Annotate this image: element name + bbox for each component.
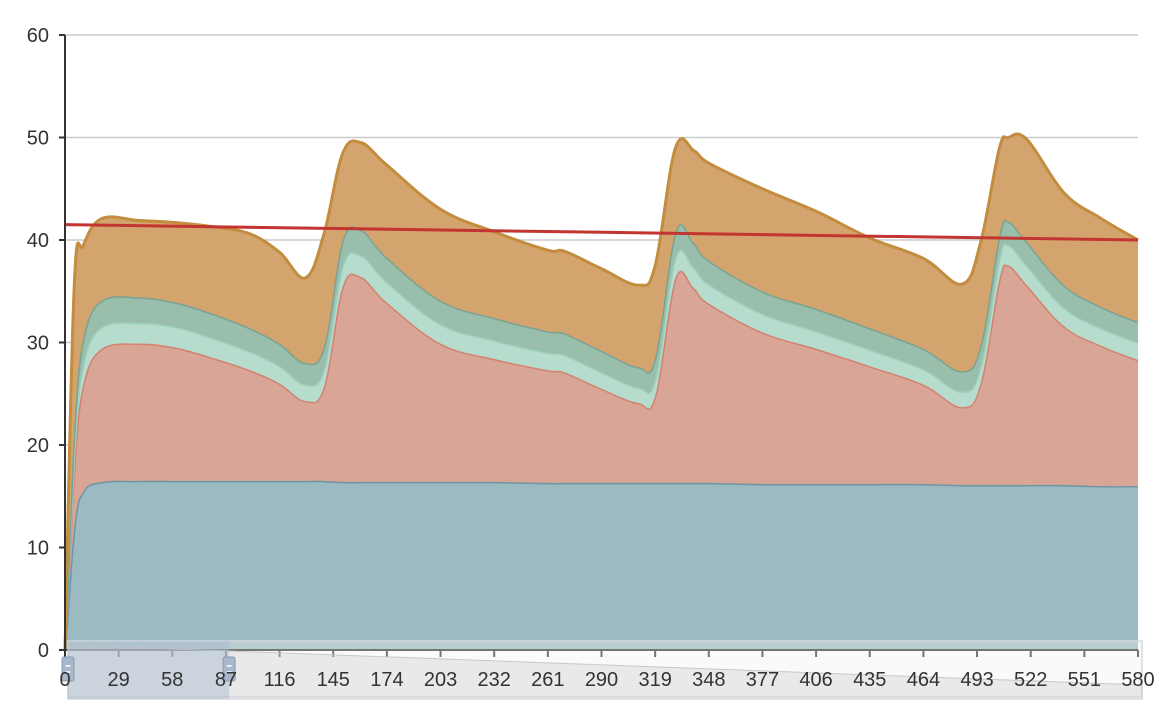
tick-labels: 0 10 20 30 40 50 60 0 29 58 87 116 145 174 203 232 261 29…	[27, 25, 1155, 691]
y-tick-label-3: 30	[27, 333, 49, 355]
x-tick-label-1: 29	[108, 669, 130, 691]
y-tick-label-6: 60	[27, 25, 49, 47]
x-tick-label-12: 348	[692, 669, 725, 691]
area-series-1	[65, 480, 1138, 650]
x-tick-label-10: 290	[585, 669, 618, 691]
x-tick-label-7: 203	[424, 669, 457, 691]
zoom-selected-window[interactable]	[68, 641, 230, 699]
axes	[59, 34, 1139, 657]
zoom-track[interactable]	[67, 640, 1143, 700]
x-tick-label-16: 464	[907, 669, 940, 691]
trend-line-1	[64, 223, 1139, 242]
x-tick-label-19: 551	[1068, 669, 1101, 691]
x-tick-label-2: 58	[161, 669, 183, 691]
x-tick-label-9: 261	[531, 669, 564, 691]
area-series-3	[65, 243, 1138, 650]
y-tick-label-5: 50	[27, 128, 49, 150]
x-tick-label-3: 87	[215, 669, 237, 691]
x-tick-label-18: 522	[1014, 669, 1047, 691]
area-series-4	[65, 219, 1138, 650]
x-tick-label-15: 435	[853, 669, 886, 691]
x-tick-label-14: 406	[799, 669, 832, 691]
x-tick-label-17: 493	[960, 669, 993, 691]
x-tick-label-11: 319	[638, 669, 671, 691]
zoom-end-handle[interactable]	[222, 656, 236, 682]
x-tick-label-20: 580	[1121, 669, 1154, 691]
x-tick-label-5: 145	[317, 669, 350, 691]
area-series-5	[65, 134, 1138, 650]
x-tick-label-4: 116	[264, 669, 296, 691]
area-series-2	[65, 264, 1138, 650]
trend-line-layer	[64, 223, 1139, 242]
data-zoom-slider[interactable]	[61, 640, 1143, 700]
y-tick-label-0: 0	[38, 640, 49, 662]
x-tick-label-0: 0	[59, 669, 70, 691]
x-tick-label-13: 377	[746, 669, 779, 691]
x-tick-label-8: 232	[478, 669, 511, 691]
y-tick-label-1: 10	[27, 538, 49, 560]
y-tick-label-4: 40	[27, 230, 49, 252]
y-tick-label-2: 20	[27, 435, 49, 457]
zoom-start-handle[interactable]	[61, 656, 75, 682]
x-tick-label-6: 174	[370, 669, 403, 691]
area-series-5-line	[63, 132, 1139, 651]
series-areas	[63, 132, 1139, 651]
